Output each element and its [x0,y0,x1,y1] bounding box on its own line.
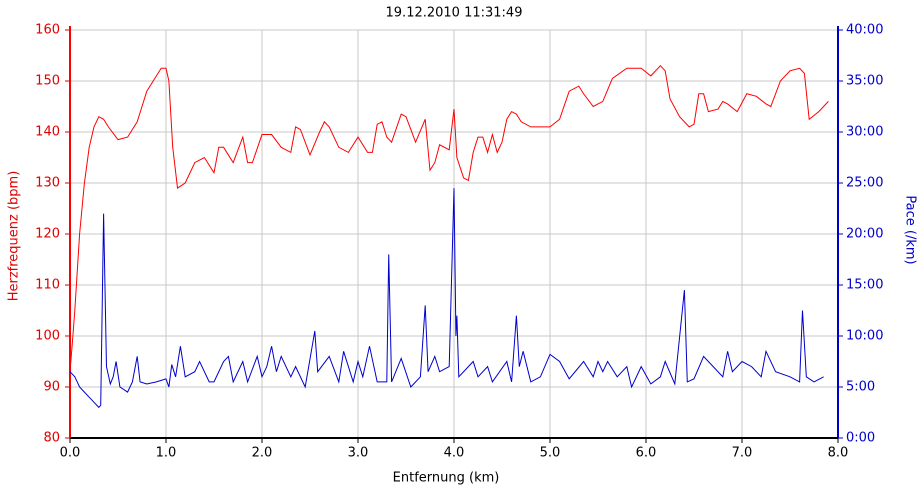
y2-tick-label: 25:00 [846,176,883,191]
y-tick-label: 130 [35,176,60,191]
y2-tick-label: 5:00 [846,380,875,395]
y2-axis-label: Pace (/km) [903,195,918,264]
y2-tick-label: 20:00 [846,227,883,242]
x-tick-label: 7.0 [732,446,753,461]
y2-tick-label: 15:00 [846,278,883,293]
y-tick-label: 150 [35,74,60,89]
x-tick-label: 3.0 [348,446,369,461]
x-tick-label: 5.0 [540,446,561,461]
x-tick-label: 4.0 [444,446,465,461]
y-tick-label: 90 [43,380,60,395]
x-tick-label: 8.0 [828,446,849,461]
x-tick-label: 6.0 [636,446,657,461]
x-axis-label: Entfernung (km) [393,471,500,486]
y-tick-label: 140 [35,125,60,140]
y2-tick-label: 30:00 [846,125,883,140]
x-tick-label: 2.0 [252,446,273,461]
y-tick-label: 160 [35,23,60,38]
y2-tick-label: 40:00 [846,23,883,38]
x-tick-label: 1.0 [156,446,177,461]
chart-title: 19.12.2010 11:31:49 [386,6,523,21]
y-axis-label: Herzfrequenz (bpm) [7,171,22,302]
y2-tick-label: 0:00 [846,431,875,446]
x-tick-label: 0.0 [60,446,81,461]
y-tick-label: 80 [43,431,60,446]
y-tick-label: 100 [35,329,60,344]
y-tick-label: 120 [35,227,60,242]
y2-tick-label: 35:00 [846,74,883,89]
y2-tick-label: 10:00 [846,329,883,344]
y-tick-label: 110 [35,278,60,293]
data-line [69,64,829,372]
data-line [69,188,824,409]
